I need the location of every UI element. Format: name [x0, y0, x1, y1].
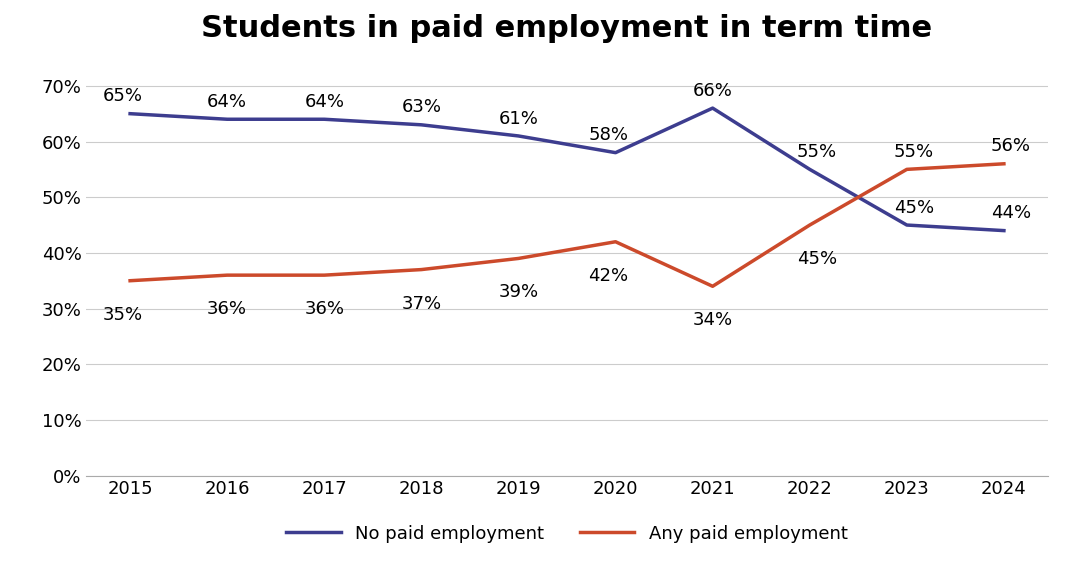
- Text: 63%: 63%: [402, 99, 442, 117]
- No paid employment: [901, 222, 914, 229]
- Text: 34%: 34%: [692, 311, 732, 329]
- No paid employment: [998, 227, 1011, 234]
- Text: 56%: 56%: [990, 137, 1030, 155]
- No paid employment: [123, 110, 136, 117]
- No paid employment: [220, 116, 233, 123]
- Text: 44%: 44%: [990, 204, 1031, 222]
- Any paid employment: [706, 283, 719, 290]
- Text: 61%: 61%: [499, 110, 539, 128]
- Legend: No paid employment, Any paid employment: No paid employment, Any paid employment: [279, 517, 855, 550]
- Text: 58%: 58%: [589, 126, 629, 144]
- Text: 42%: 42%: [589, 267, 629, 285]
- Any paid employment: [901, 166, 914, 173]
- Text: 37%: 37%: [402, 295, 442, 313]
- No paid employment: [415, 121, 428, 128]
- Text: 45%: 45%: [797, 250, 837, 268]
- Text: 55%: 55%: [797, 143, 837, 161]
- Any paid employment: [804, 222, 816, 229]
- Text: 36%: 36%: [305, 300, 345, 318]
- No paid employment: [609, 149, 622, 156]
- Any paid employment: [318, 271, 330, 278]
- Title: Students in paid employment in term time: Students in paid employment in term time: [202, 14, 932, 43]
- Text: 45%: 45%: [894, 199, 934, 217]
- Line: Any paid employment: Any paid employment: [130, 164, 1004, 287]
- Line: No paid employment: No paid employment: [130, 108, 1004, 231]
- Text: 66%: 66%: [692, 82, 732, 100]
- Text: 64%: 64%: [305, 93, 345, 111]
- Any paid employment: [123, 277, 136, 284]
- Any paid employment: [998, 160, 1011, 167]
- Text: 39%: 39%: [498, 284, 539, 302]
- No paid employment: [804, 166, 816, 173]
- Text: 65%: 65%: [104, 88, 144, 106]
- No paid employment: [512, 132, 525, 139]
- Text: 64%: 64%: [207, 93, 247, 111]
- Any paid employment: [415, 266, 428, 273]
- No paid employment: [706, 104, 719, 111]
- No paid employment: [318, 116, 330, 123]
- Text: 55%: 55%: [894, 143, 934, 161]
- Any paid employment: [609, 238, 622, 245]
- Text: 36%: 36%: [207, 300, 247, 318]
- Any paid employment: [220, 271, 233, 278]
- Text: 35%: 35%: [103, 306, 144, 324]
- Any paid employment: [512, 255, 525, 262]
